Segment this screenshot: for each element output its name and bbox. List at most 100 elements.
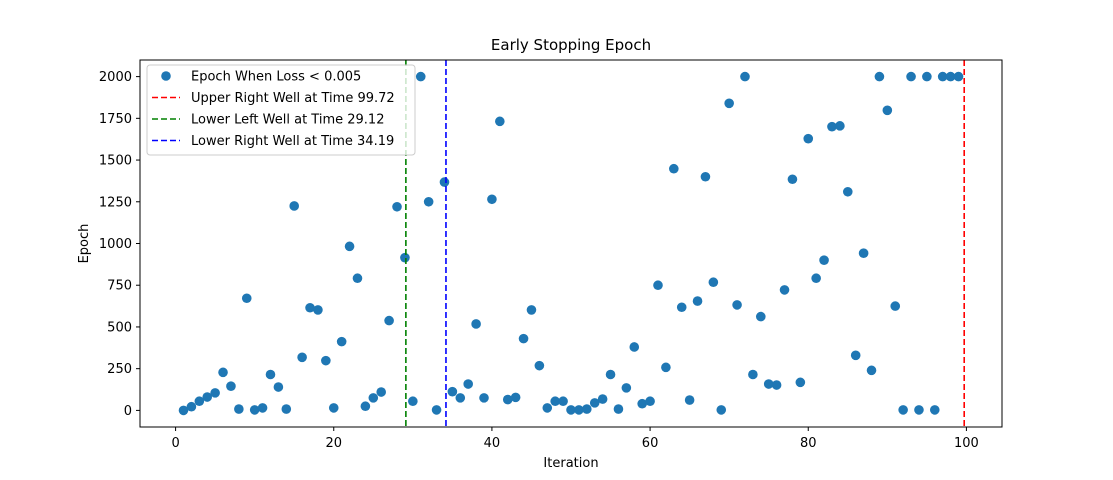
scatter-point [763, 379, 774, 389]
x-axis-label: Iteration [543, 456, 598, 471]
scatter-point [257, 403, 268, 413]
y-tick-label: 750 [107, 279, 132, 294]
scatter-point [842, 186, 853, 197]
scatter-point [716, 405, 727, 415]
scatter-point [471, 319, 481, 329]
scatter-point [748, 369, 758, 380]
scatter-point [392, 201, 402, 212]
scatter-point [297, 352, 307, 363]
scatter-point [510, 392, 521, 403]
scatter-point [582, 404, 592, 414]
scatter-point [684, 395, 695, 405]
scatter-point [439, 177, 450, 187]
plot-area [178, 60, 965, 427]
legend-label: Epoch When Loss < 0.005 [191, 70, 361, 85]
scatter-point [265, 369, 276, 380]
scatter-point [811, 273, 821, 284]
scatter-point [249, 405, 260, 415]
scatter-point [835, 121, 845, 131]
y-tick-label: 500 [107, 320, 132, 335]
scatter-point [281, 404, 292, 414]
scatter-point [479, 393, 489, 403]
scatter-point [463, 379, 473, 389]
scatter-point [653, 280, 663, 291]
scatter-point [945, 71, 956, 82]
chart-title: Early Stopping Epoch [491, 36, 651, 54]
scatter-point [360, 401, 371, 412]
scatter-point [874, 71, 885, 82]
scatter-point [850, 350, 861, 361]
scatter-point [352, 273, 363, 284]
scatter-point [289, 201, 300, 211]
scatter-point [661, 362, 671, 373]
x-tick-label: 0 [171, 436, 179, 451]
scatter-point [771, 380, 782, 390]
scatter-point [495, 116, 505, 127]
scatter-point [194, 396, 205, 407]
legend-label: Lower Right Well at Time 34.19 [191, 134, 394, 149]
scatter-point [700, 171, 711, 182]
scatter-point [368, 393, 379, 403]
legend-label: Upper Right Well at Time 99.72 [191, 91, 395, 106]
y-tick-label: 1750 [99, 112, 132, 127]
scatter-point [566, 405, 576, 415]
scatter-point [415, 71, 426, 82]
scatter-point [708, 277, 719, 288]
y-tick-label: 0 [124, 404, 132, 419]
scatter-point [645, 396, 655, 407]
scatter-point [542, 403, 553, 413]
x-tick-label: 40 [484, 436, 501, 451]
scatter-point [637, 398, 647, 409]
scatter-point [526, 305, 537, 315]
legend-label: Lower Left Well at Time 29.12 [191, 113, 384, 128]
scatter-point [305, 302, 315, 313]
y-tick-label: 1500 [99, 154, 132, 169]
scatter-point [321, 355, 331, 366]
scatter-point [937, 71, 948, 82]
scatter-point [574, 405, 584, 415]
scatter-point [779, 285, 790, 295]
scatter-point [234, 404, 244, 414]
scatter-point [502, 394, 513, 405]
scatter-point [273, 382, 284, 392]
scatter-point [803, 133, 814, 144]
scatter-point [906, 71, 916, 82]
y-tick-label: 2000 [99, 70, 132, 85]
scatter-point [455, 393, 466, 403]
scatter-point [866, 365, 877, 376]
scatter-point [202, 392, 213, 402]
scatter-point [313, 305, 323, 315]
scatter-point [186, 401, 197, 412]
scatter-point [724, 98, 734, 109]
scatter-point [605, 369, 616, 380]
scatter-point [953, 71, 964, 82]
y-tick-label: 1000 [99, 237, 132, 252]
scatter-point [882, 105, 893, 116]
scatter-point [447, 386, 458, 397]
scatter-point [558, 396, 568, 407]
y-tick-label: 1250 [99, 195, 132, 210]
scatter-point [178, 405, 189, 416]
scatter-point [898, 405, 908, 415]
x-tick-label: 100 [954, 436, 979, 451]
scatter-point [344, 241, 355, 252]
scatter-point [819, 255, 829, 265]
scatter-point [858, 248, 869, 258]
scatter-point [518, 333, 529, 344]
x-axis: 0 20 40 60 80 100 [171, 427, 979, 451]
scatter-point [384, 315, 394, 326]
scatter-point [890, 301, 901, 311]
scatter-point [423, 196, 434, 207]
scatter-point [589, 398, 600, 408]
y-tick-label: 250 [107, 362, 132, 377]
scatter-point [336, 336, 347, 347]
scatter-point [669, 163, 679, 174]
scatter-point [827, 121, 837, 132]
scatter-point [929, 405, 940, 415]
legend-marker [161, 71, 171, 81]
scatter-point [613, 404, 624, 414]
scatter-point [400, 252, 410, 263]
scatter-point [787, 174, 798, 185]
scatter-point [550, 396, 560, 407]
